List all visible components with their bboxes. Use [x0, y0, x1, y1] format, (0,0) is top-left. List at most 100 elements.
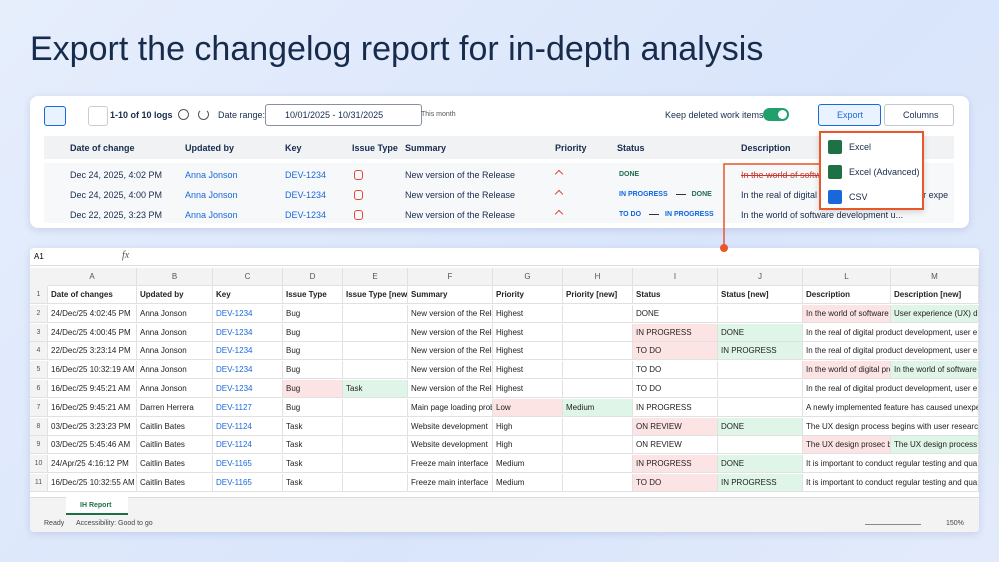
cell: Medium — [493, 455, 563, 474]
cell: The UX design prosec be — [803, 436, 891, 455]
menu-item[interactable]: Excel — [849, 142, 872, 152]
cell: Bug — [283, 304, 343, 323]
corner — [30, 268, 48, 286]
cell — [563, 417, 633, 436]
cell: 22/Dec/25 3:23:14 PM — [48, 342, 137, 361]
column-letter: C — [213, 268, 283, 286]
column-letter: H — [563, 268, 633, 286]
cell: DEV-1234 — [213, 323, 283, 342]
chart-view[interactable] — [88, 106, 108, 126]
menu-item[interactable]: Excel (Advanced) — [849, 167, 920, 177]
cell: Caitlin Bates — [137, 455, 213, 474]
column-header: Date of change — [70, 143, 135, 153]
sheet-tab[interactable] — [66, 497, 128, 515]
cell: Medium — [563, 398, 633, 417]
date-range-value: 10/01/2025 - 10/31/2025 — [285, 110, 384, 120]
cell: DONE — [718, 323, 803, 342]
cell: DEV-1234 — [213, 342, 283, 361]
cell — [343, 455, 408, 474]
summary: New version of the Release — [405, 190, 516, 200]
cell: Highest — [493, 361, 563, 380]
cell: DONE — [718, 455, 803, 474]
cell: ON REVIEW — [633, 417, 718, 436]
cell: DONE — [718, 417, 803, 436]
header-cell: Date of changes — [48, 286, 137, 304]
cell: Task — [343, 380, 408, 398]
cell — [563, 474, 633, 492]
cell — [718, 304, 803, 323]
refresh-icon[interactable] — [198, 109, 209, 120]
bug-icon — [354, 210, 363, 220]
cell: IN PROGRESS — [718, 342, 803, 361]
column-letter: B — [137, 268, 213, 286]
cell: Bug — [283, 380, 343, 398]
column-letter: M — [891, 268, 979, 286]
formula-bar — [30, 248, 979, 266]
date: Dec 24, 2025, 4:02 PM — [70, 170, 163, 180]
cell: Highest — [493, 380, 563, 398]
cell — [343, 417, 408, 436]
cell: 24/Dec/25 4:02:45 PM — [48, 304, 137, 323]
column-header: Updated by — [185, 143, 235, 153]
cell: Freeze main interface — [408, 474, 493, 492]
cell: IN PROGRESS — [633, 455, 718, 474]
cell — [563, 455, 633, 474]
this-month[interactable]: This month — [421, 111, 456, 118]
cell: User experience (UX) de — [891, 304, 979, 323]
column-header: Summary — [405, 143, 447, 153]
tab-bar — [30, 497, 979, 516]
cell — [563, 380, 633, 398]
user: Anna Jonson — [185, 210, 238, 220]
cell: TO DO — [633, 342, 718, 361]
cell — [343, 474, 408, 492]
cell — [563, 323, 633, 342]
column-header: Issue Type — [352, 143, 398, 153]
header-cell: Description [new] — [891, 286, 979, 304]
cell: In the real of digital product developme… — [803, 380, 979, 398]
column-header: Status — [617, 143, 645, 153]
cell: DEV-1165 — [213, 455, 283, 474]
cell: DEV-1127 — [213, 398, 283, 417]
cell: TO DO — [633, 380, 718, 398]
date-range-label: Date range: — [218, 110, 266, 120]
cell — [343, 323, 408, 342]
cell: Caitlin Bates — [137, 436, 213, 455]
cell: The UX design process b — [891, 436, 979, 455]
accessibility: Accessibility: Good to go — [76, 520, 153, 527]
zoom-slider[interactable] — [865, 524, 921, 525]
view-toggle[interactable] — [44, 106, 66, 126]
cell: Freeze main interface — [408, 455, 493, 474]
cell: 03/Dec/25 5:45:46 AM — [48, 436, 137, 455]
user: Anna Jonson — [185, 190, 238, 200]
cell: IN PROGRESS — [718, 474, 803, 492]
bug-icon — [354, 170, 363, 180]
column-letter: J — [718, 268, 803, 286]
header-cell: Updated by — [137, 286, 213, 304]
info-icon[interactable] — [178, 109, 189, 120]
date: Dec 24, 2025, 4:00 PM — [70, 190, 163, 200]
cell: Medium — [493, 474, 563, 492]
arrow — [649, 214, 660, 215]
cell: Bug — [283, 342, 343, 361]
cell: 24/Apr/25 4:16:12 PM — [48, 455, 137, 474]
row-number: 11 — [30, 474, 48, 492]
row-number: 10 — [30, 455, 48, 474]
user: Anna Jonson — [185, 170, 238, 180]
toggle[interactable] — [763, 108, 789, 121]
date-range-input[interactable] — [265, 104, 422, 126]
cell: Caitlin Bates — [137, 474, 213, 492]
cell — [563, 436, 633, 455]
cell: New version of the Rele — [408, 342, 493, 361]
column-letter: A — [48, 268, 137, 286]
row-number: 1 — [30, 286, 48, 304]
header-cell: Issue Type [new] — [343, 286, 408, 304]
export-button[interactable] — [818, 104, 881, 126]
cell: Caitlin Bates — [137, 417, 213, 436]
columns-button[interactable] — [884, 104, 954, 126]
cell: Anna Jonson — [137, 380, 213, 398]
cell: ON REVIEW — [633, 436, 718, 455]
cell: Anna Jonson — [137, 323, 213, 342]
status: Ready — [44, 520, 65, 527]
menu-item[interactable]: CSV — [849, 192, 868, 202]
bug-icon — [354, 190, 363, 200]
